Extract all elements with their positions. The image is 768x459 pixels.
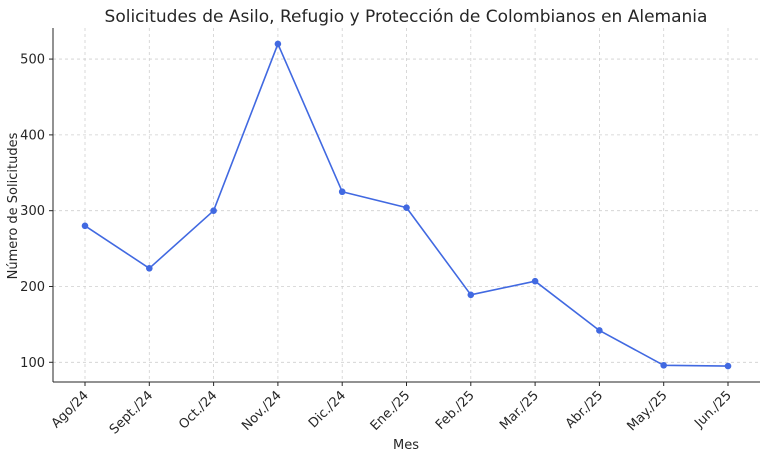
axes xyxy=(49,28,760,386)
y-tick-label: 400 xyxy=(20,128,45,143)
data-point xyxy=(338,188,346,196)
chart-title: Solicitudes de Asilo, Refugio y Protecci… xyxy=(105,7,708,27)
x-tick-label: Mar./25 xyxy=(497,388,542,433)
data-point xyxy=(596,327,603,334)
data-point xyxy=(467,291,475,299)
y-tick-label: 100 xyxy=(20,356,45,371)
x-tick-label: Ago/24 xyxy=(49,388,92,431)
data-point xyxy=(660,362,667,369)
data-point xyxy=(81,222,89,230)
y-tick-label: 500 xyxy=(20,53,45,68)
x-tick-label: Nov./24 xyxy=(239,388,285,434)
data-point xyxy=(274,40,282,48)
x-axis-label: Mes xyxy=(393,438,419,453)
data-point xyxy=(531,277,539,285)
y-tick-label: 200 xyxy=(20,280,45,295)
x-tick-label: Oct./24 xyxy=(176,388,220,432)
x-tick-label: Ene./25 xyxy=(368,388,414,434)
x-tick-label: May./25 xyxy=(625,388,671,434)
data-point xyxy=(403,204,410,211)
series-group xyxy=(81,40,732,370)
x-tick-label: Dic./24 xyxy=(306,388,349,431)
x-tick-label: Feb./25 xyxy=(433,388,478,433)
grid xyxy=(53,28,760,382)
y-axis-label: Número de Solicitudes xyxy=(6,132,21,279)
data-point xyxy=(146,264,153,272)
data-point xyxy=(724,362,732,370)
x-tick-label: Sept./24 xyxy=(107,388,156,437)
data-point xyxy=(210,207,217,214)
y-tick-label: 300 xyxy=(20,204,45,219)
x-tick-label: Abr./25 xyxy=(563,388,606,431)
tick-labels: Ago/24 Sept./24 Oct./24 Nov./24 Dic./24 Ene./… xyxy=(20,53,735,438)
x-tick-label: Jun./25 xyxy=(691,388,734,431)
